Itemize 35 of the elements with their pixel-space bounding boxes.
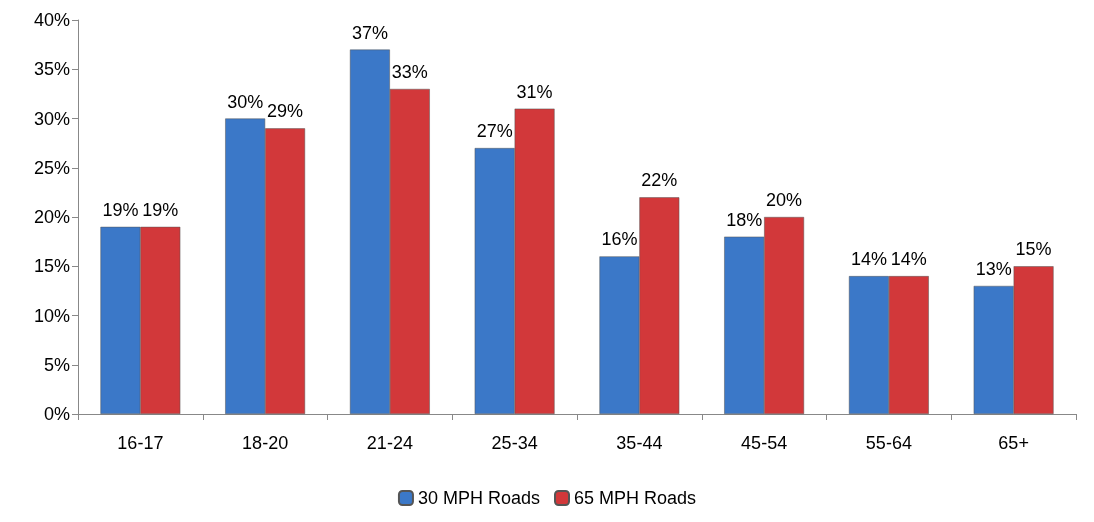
data-label: 14% [890,249,927,270]
data-label: 13% [975,258,1012,279]
x-tick-label: 55-64 [865,433,912,453]
data-label: 37% [351,22,388,43]
data-label: 15% [1015,239,1052,260]
x-tick-label: 16-17 [117,433,164,453]
data-label: 19% [142,199,179,220]
y-tick-label: 10% [33,305,70,326]
data-label: 33% [391,61,428,82]
x-tick-label: 21-24 [366,433,413,453]
x-tick-label: 18-20 [242,433,289,453]
legend-label: 65 MPH Roads [574,488,697,508]
data-label: 18% [726,209,763,230]
data-label: 31% [516,81,553,102]
data-label: 16% [601,229,638,250]
y-tick-label: 5% [43,354,70,375]
x-tick-label: 65+ [998,433,1029,453]
y-tick-label: 20% [33,207,70,227]
y-tick-label: 15% [33,256,70,277]
data-label: 14% [850,249,887,270]
y-tick-label: 0% [43,404,70,424]
legend-label: 30 MPH Roads [417,488,541,508]
y-tick-label: 35% [33,59,70,80]
data-label: 27% [476,121,513,142]
data-label: 30% [227,91,264,112]
x-tick-label: 35-44 [616,433,663,453]
data-label: 29% [267,101,304,122]
x-tick-label: 45-54 [741,433,788,453]
y-tick-label: 30% [33,108,70,129]
y-tick-label: 25% [33,157,70,178]
y-tick-label: 40% [33,10,70,30]
x-tick-label: 25-34 [491,433,538,453]
data-label: 22% [641,170,678,191]
data-label: 19% [102,199,139,220]
data-label: 20% [766,190,803,210]
